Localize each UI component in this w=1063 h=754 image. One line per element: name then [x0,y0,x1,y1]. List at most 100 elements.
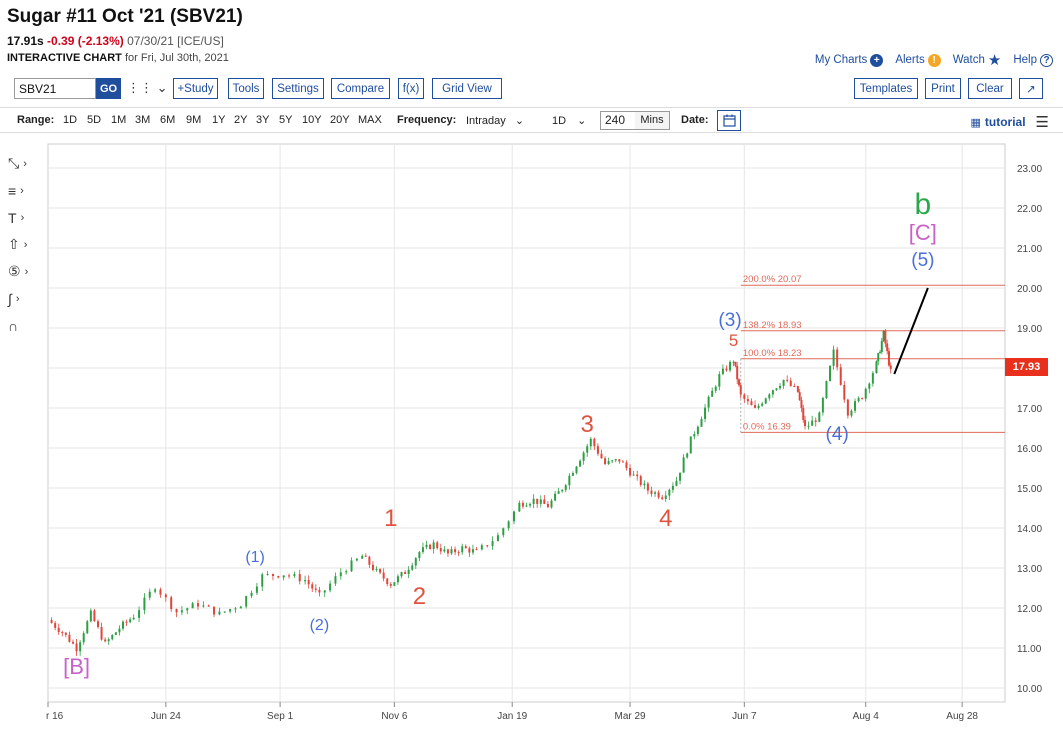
candle-body [339,572,342,577]
candle-body [532,498,535,504]
hamburger-menu-icon[interactable]: ☰ [1035,114,1049,131]
alerts-link[interactable]: Alerts ! [895,53,941,67]
wave-label: 4 [659,505,672,532]
candle-body [557,491,560,494]
candle-body [668,489,671,496]
candle-body [111,634,114,640]
x-tick-label: Jun 7 [732,711,757,722]
watch-link[interactable]: Watch ★ [953,51,1002,69]
curve-tool[interactable]: ∫ › [8,285,44,312]
wave-label: (3) [718,310,741,331]
range-2y[interactable]: 2Y [234,114,248,126]
candle-body [507,521,510,529]
settings-button[interactable]: Settings [272,78,324,99]
date-picker-button[interactable] [717,110,741,131]
interval-value: 1D [552,115,567,127]
range-5y[interactable]: 5Y [279,114,293,126]
candle-body [721,368,724,375]
chart-type-icon[interactable]: ⋮⋮ ⌄ [127,80,168,95]
range-6m[interactable]: 6M [160,114,176,126]
study-button[interactable]: +Study [173,78,218,99]
symbol-input[interactable] [14,78,96,99]
frequency-value: Intraday [466,115,506,127]
last-price: 17.91s [7,34,44,48]
candle-body [884,330,887,344]
minutes-input[interactable]: 240 [600,111,636,130]
range-1m[interactable]: 1M [111,114,127,126]
range-3y[interactable]: 3Y [256,114,270,126]
y-tick-label: 12.00 [1017,604,1042,615]
line-tool[interactable]: ⤡ › [8,150,44,177]
wave-label: (2) [310,617,330,634]
candle-body [68,634,71,642]
grid-view-button[interactable]: Grid View [432,78,502,99]
candle-body [471,549,474,553]
candle-body [125,621,128,623]
frequency-select[interactable]: Intraday ⌄ [466,114,524,127]
arrow-tool[interactable]: ⇧ › [8,231,44,258]
candle-body [350,560,353,572]
candle-body [371,564,374,570]
range-5d[interactable]: 5D [87,114,102,126]
tools-button[interactable]: Tools [228,78,264,99]
clear-button[interactable]: Clear [968,78,1012,99]
range-1y[interactable]: 1Y [212,114,226,126]
go-button[interactable]: GO [96,78,121,99]
candle-body [814,420,817,422]
page-title: Sugar #11 Oct '21 (SBV21) [7,6,243,27]
candle-body [196,603,199,607]
range-10y[interactable]: 10Y [302,114,322,126]
candle-body [175,609,178,613]
candle-body [266,573,269,575]
candle-body [57,627,60,633]
tutorial-link[interactable]: ▦ tutorial ☰ [970,113,1049,131]
range-3m[interactable]: 3M [135,114,151,126]
fx-button[interactable]: f(x) [398,78,424,99]
price-chart[interactable]: 10.00 11.00 12.00 13.00 14.00 15.00 16.00 17.00… [0,138,1063,733]
y-tick-label: 10.00 [1017,684,1042,695]
minutes-label: Mins [635,111,670,130]
candle-body [850,410,853,416]
candle-body [323,590,326,593]
arrow-up-icon: ⇧ [8,236,20,252]
star-icon: ★ [987,52,1002,69]
range-label: Range: [17,114,55,126]
quote-meta: 07/30/21 [ICE/US] [127,34,224,48]
wave-count-tool[interactable]: ⑤ › [8,258,44,285]
range-max[interactable]: MAX [358,114,382,126]
print-button[interactable]: Print [925,78,961,99]
fib-tool[interactable]: ≡ › [8,177,44,204]
magnet-icon: ∩ [8,317,19,334]
candle-body [607,460,610,465]
help-link[interactable]: Help ? [1013,53,1053,67]
magnet-tool[interactable]: ∩ [8,312,44,339]
expand-button[interactable]: ↗ [1019,78,1043,99]
candle-body [307,580,310,585]
range-1d[interactable]: 1D [63,114,78,126]
my-charts-link[interactable]: My Charts + [815,53,884,67]
text-tool[interactable]: T › [8,204,44,231]
interval-select[interactable]: 1D ⌄ [552,114,586,127]
y-tick-label: 14.00 [1017,524,1042,535]
candle-body [288,575,291,577]
candle-body [689,436,692,454]
compare-button[interactable]: Compare [331,78,390,99]
candle-body [457,552,460,554]
templates-button[interactable]: Templates [854,78,918,99]
expand-icon: ↗ [1026,83,1036,96]
candle-body [764,398,767,404]
range-9m[interactable]: 9M [186,114,202,126]
candle-body [734,361,737,366]
candle-body [711,390,714,397]
candle-body [800,400,803,408]
wave-label: 5 [729,331,738,350]
candle-body [714,386,717,391]
candle-body [245,596,248,607]
candle-body [854,401,857,411]
candle-body [621,461,624,463]
range-20y[interactable]: 20Y [330,114,350,126]
candle-body [807,425,810,427]
candle-body [568,475,571,486]
candle-body [186,608,189,611]
wave-label: [B] [63,654,90,679]
